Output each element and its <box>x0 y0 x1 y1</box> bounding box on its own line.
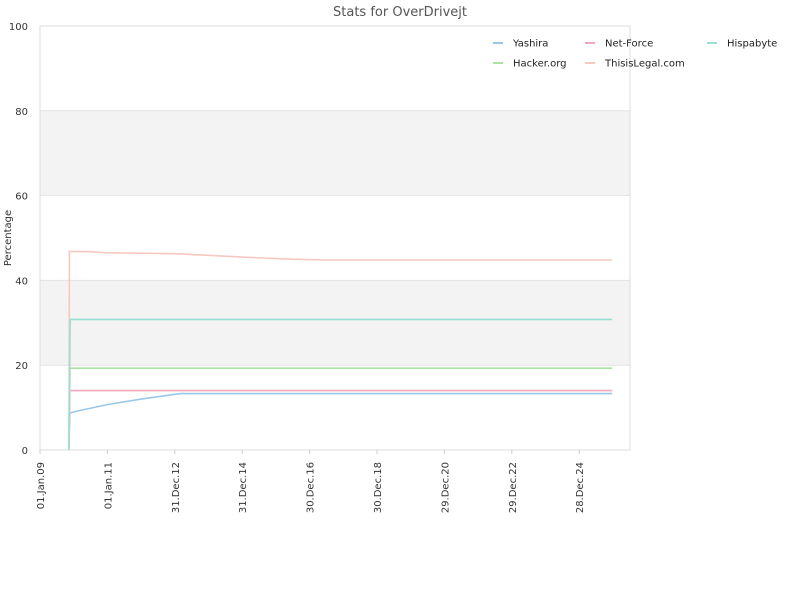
x-tick-label: 30.Dec.16 <box>306 462 317 513</box>
x-tick-label: 31.Dec.14 <box>238 462 249 513</box>
series-line-net-force <box>68 389 613 451</box>
y-tick-label: 100 <box>9 22 28 33</box>
x-tick-label: 30.Dec.18 <box>373 462 384 513</box>
series-line-yashira <box>68 392 613 451</box>
x-axis-ticks: 01.Jan.09 01.Jan.11 31.Dec.12 31.Dec.14 30.D… <box>36 450 586 513</box>
y-tick-label: 20 <box>15 361 28 372</box>
legend-item: ThisisLegal.com <box>585 59 685 70</box>
y-axis-label: Percentage <box>3 210 14 266</box>
y-tick-label: 80 <box>15 107 28 118</box>
y-tick-label: 40 <box>15 276 28 287</box>
legend-item: Hispabyte <box>707 39 777 50</box>
legend: Yashira Net-Force Hispabyte Hacker.org Thisi… <box>493 39 777 70</box>
series-line-hacker-org <box>68 367 613 451</box>
y-tick-label: 0 <box>22 446 28 457</box>
chart-title: Stats for OverDrivejt <box>333 5 467 20</box>
legend-item: Net-Force <box>585 39 653 50</box>
legend-label: Hacker.org <box>513 59 567 70</box>
series-lines <box>68 250 613 451</box>
legend-label: Net-Force <box>605 39 653 50</box>
legend-item: Hacker.org <box>493 59 567 70</box>
grid-band <box>40 110 630 196</box>
plot-frame <box>39 25 631 451</box>
x-tick-label: 28.Dec.24 <box>575 462 586 513</box>
grid-bands <box>40 110 630 366</box>
grid-band <box>40 280 630 366</box>
x-tick-label: 29.Dec.22 <box>508 462 519 513</box>
x-tick-label: 01.Jan.11 <box>103 462 114 509</box>
legend-label: Yashira <box>512 39 548 50</box>
series-line-hispabyte <box>68 318 613 451</box>
x-tick-label: 01.Jan.09 <box>36 462 47 509</box>
series-line-thisislegal-com <box>68 250 613 451</box>
y-axis-ticks: 0 20 40 60 80 100 <box>9 22 28 457</box>
legend-label: Hispabyte <box>727 39 777 50</box>
legend-item: Yashira <box>493 39 548 50</box>
gridlines <box>40 25 630 451</box>
x-tick-label: 29.Dec.20 <box>440 462 451 513</box>
x-tick-label: 31.Dec.12 <box>171 462 182 513</box>
legend-label: ThisisLegal.com <box>604 59 685 70</box>
y-tick-label: 60 <box>15 192 28 203</box>
